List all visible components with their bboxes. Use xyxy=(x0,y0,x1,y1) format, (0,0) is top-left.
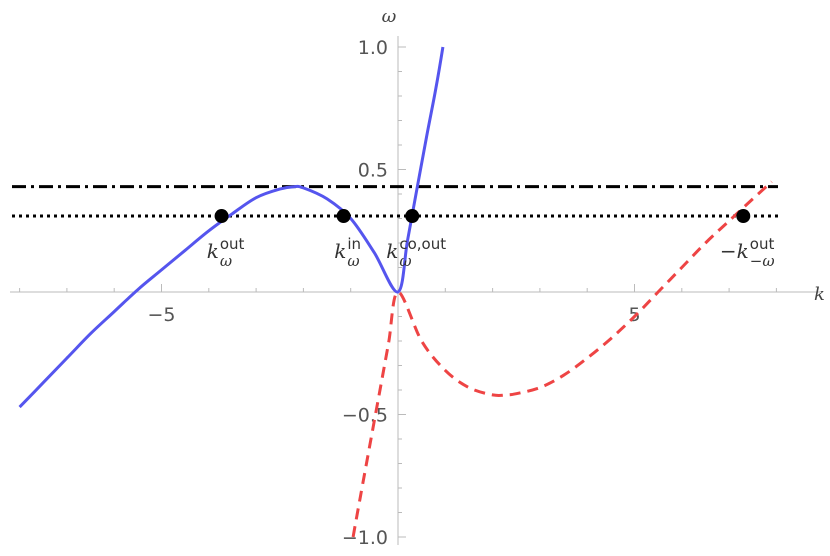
y-tick-label: −0.5 xyxy=(342,405,388,427)
y-tick-label: 0.5 xyxy=(358,160,388,182)
curves xyxy=(18,46,773,538)
annotation-sub: −ω xyxy=(750,252,775,270)
annotation-sup: out xyxy=(750,235,775,253)
axes: −5 51.00.5−0.5−1.0 xyxy=(10,36,820,549)
point-annotation: −k out−ω xyxy=(720,235,775,270)
point-annotation: k inω xyxy=(334,235,361,270)
annotation-sup: out xyxy=(220,235,245,253)
annotation-sub: ω xyxy=(347,252,359,270)
points xyxy=(214,209,751,224)
annotation-sub: ω xyxy=(399,252,411,270)
dashed-curve xyxy=(351,180,773,538)
solid-curve xyxy=(18,46,445,409)
x-tick-label: −5 xyxy=(147,304,175,326)
y-tick-label: −1.0 xyxy=(342,527,388,549)
annotation-sub: ω xyxy=(220,252,232,270)
data-point xyxy=(405,209,420,224)
data-point xyxy=(336,209,351,224)
annotation-main: k xyxy=(207,239,219,263)
horizontal-lines xyxy=(12,185,778,218)
annotation-sup: co,out xyxy=(399,235,446,253)
annotation-main: k xyxy=(334,239,346,263)
data-point xyxy=(214,209,229,224)
annotation-sup: in xyxy=(347,235,361,253)
data-point xyxy=(736,209,751,224)
y-tick-label: 1.0 xyxy=(358,37,388,59)
annotation-main: k xyxy=(386,239,398,263)
annotation-main: −k xyxy=(720,239,749,263)
y-axis-label: ω xyxy=(382,6,397,27)
axis-labels: ω k xyxy=(382,6,825,305)
x-axis-label: k xyxy=(814,284,825,305)
